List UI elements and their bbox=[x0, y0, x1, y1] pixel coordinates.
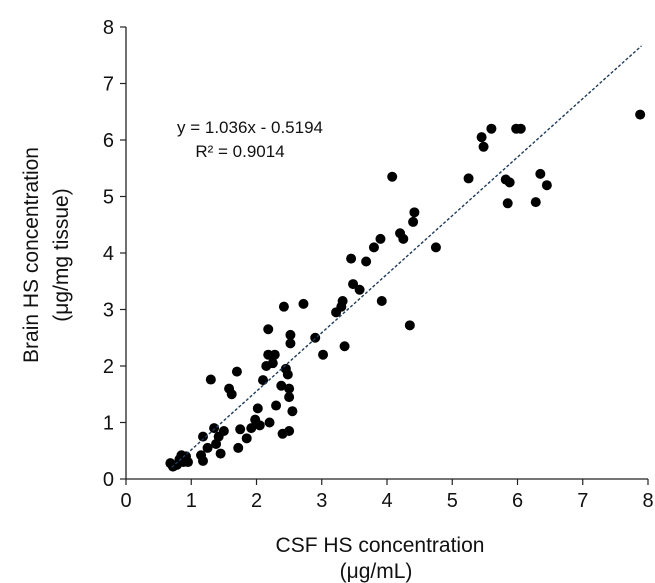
data-point bbox=[375, 233, 386, 244]
data-point bbox=[318, 349, 329, 360]
data-point bbox=[267, 358, 278, 369]
x-tick-label: 3 bbox=[316, 490, 327, 512]
data-point bbox=[408, 216, 419, 227]
y-tick-label: 7 bbox=[103, 74, 114, 96]
data-point bbox=[226, 389, 237, 400]
data-point bbox=[530, 197, 541, 208]
data-point bbox=[182, 457, 193, 468]
data-point bbox=[486, 123, 497, 134]
trendline bbox=[171, 45, 642, 468]
x-tick-label: 2 bbox=[251, 490, 262, 512]
data-point bbox=[398, 233, 409, 244]
data-point bbox=[218, 425, 229, 436]
data-point bbox=[205, 374, 216, 385]
data-point bbox=[233, 442, 244, 453]
data-point bbox=[504, 177, 515, 188]
data-point bbox=[430, 242, 441, 253]
data-point bbox=[235, 424, 246, 435]
data-point bbox=[463, 173, 474, 184]
r-squared-label: R² = 0.9014 bbox=[195, 142, 284, 161]
data-point bbox=[348, 279, 359, 290]
data-point bbox=[231, 366, 242, 377]
trendline-equation: y = 1.036x - 0.5194 bbox=[177, 118, 323, 137]
data-point bbox=[246, 423, 257, 434]
data-point bbox=[264, 417, 275, 428]
y-tick-label: 6 bbox=[103, 130, 114, 152]
data-point bbox=[404, 320, 415, 331]
data-point bbox=[515, 123, 526, 134]
x-tick-label: 7 bbox=[577, 490, 588, 512]
x-axis: 0 1 2 3 4 5 6 7 8 bbox=[120, 478, 654, 512]
y-tick-label: 8 bbox=[103, 17, 114, 39]
data-point bbox=[502, 198, 513, 209]
x-tick-label: 6 bbox=[512, 490, 523, 512]
data-points bbox=[165, 109, 646, 472]
y-axis: 0 1 2 3 4 5 6 7 8 bbox=[103, 17, 127, 491]
x-axis-title: CSF HS concentration bbox=[276, 534, 485, 557]
data-point bbox=[276, 380, 287, 391]
data-point bbox=[263, 324, 274, 335]
data-point bbox=[284, 392, 295, 403]
data-point bbox=[254, 420, 265, 431]
data-point bbox=[354, 284, 365, 295]
data-point bbox=[215, 448, 226, 459]
y-tick-label: 5 bbox=[103, 187, 114, 209]
y-tick-label: 0 bbox=[103, 469, 114, 491]
data-point bbox=[635, 109, 646, 120]
data-point bbox=[271, 400, 282, 411]
data-point bbox=[258, 375, 269, 386]
data-point bbox=[278, 301, 289, 312]
x-tick-label: 1 bbox=[186, 490, 197, 512]
data-point bbox=[535, 168, 546, 179]
x-tick-label: 0 bbox=[120, 490, 131, 512]
data-point bbox=[202, 442, 213, 453]
data-point bbox=[310, 332, 321, 343]
x-tick-label: 4 bbox=[381, 490, 392, 512]
data-point bbox=[284, 425, 295, 436]
x-tick-label: 5 bbox=[447, 490, 458, 512]
y-tick-label: 3 bbox=[103, 300, 114, 322]
data-point bbox=[541, 180, 552, 191]
x-tick-label: 8 bbox=[642, 490, 653, 512]
data-point bbox=[282, 369, 293, 380]
data-point bbox=[346, 253, 357, 264]
data-point bbox=[368, 242, 379, 253]
y-tick-label: 2 bbox=[103, 356, 114, 378]
data-point bbox=[252, 403, 263, 414]
data-point bbox=[387, 171, 398, 182]
data-point bbox=[298, 298, 309, 309]
y-tick-label: 4 bbox=[103, 243, 114, 265]
data-point bbox=[361, 256, 372, 267]
y-tick-label: 1 bbox=[103, 413, 114, 435]
y-axis-unit: (μg/mg tissue) bbox=[50, 188, 73, 321]
data-point bbox=[476, 132, 487, 143]
data-point bbox=[339, 341, 350, 352]
data-point bbox=[409, 207, 420, 218]
data-point bbox=[209, 423, 220, 434]
data-point bbox=[269, 349, 280, 360]
data-point bbox=[197, 455, 208, 466]
data-point bbox=[287, 406, 298, 417]
data-point bbox=[478, 141, 489, 152]
data-point bbox=[241, 433, 252, 444]
data-point bbox=[284, 383, 295, 394]
data-point bbox=[376, 296, 387, 307]
data-point bbox=[285, 329, 296, 340]
data-point bbox=[197, 431, 208, 442]
data-point bbox=[285, 338, 296, 349]
data-point bbox=[337, 296, 348, 307]
x-axis-unit: (μg/mL) bbox=[340, 560, 413, 583]
y-axis-title: Brain HS concentration bbox=[20, 147, 43, 363]
